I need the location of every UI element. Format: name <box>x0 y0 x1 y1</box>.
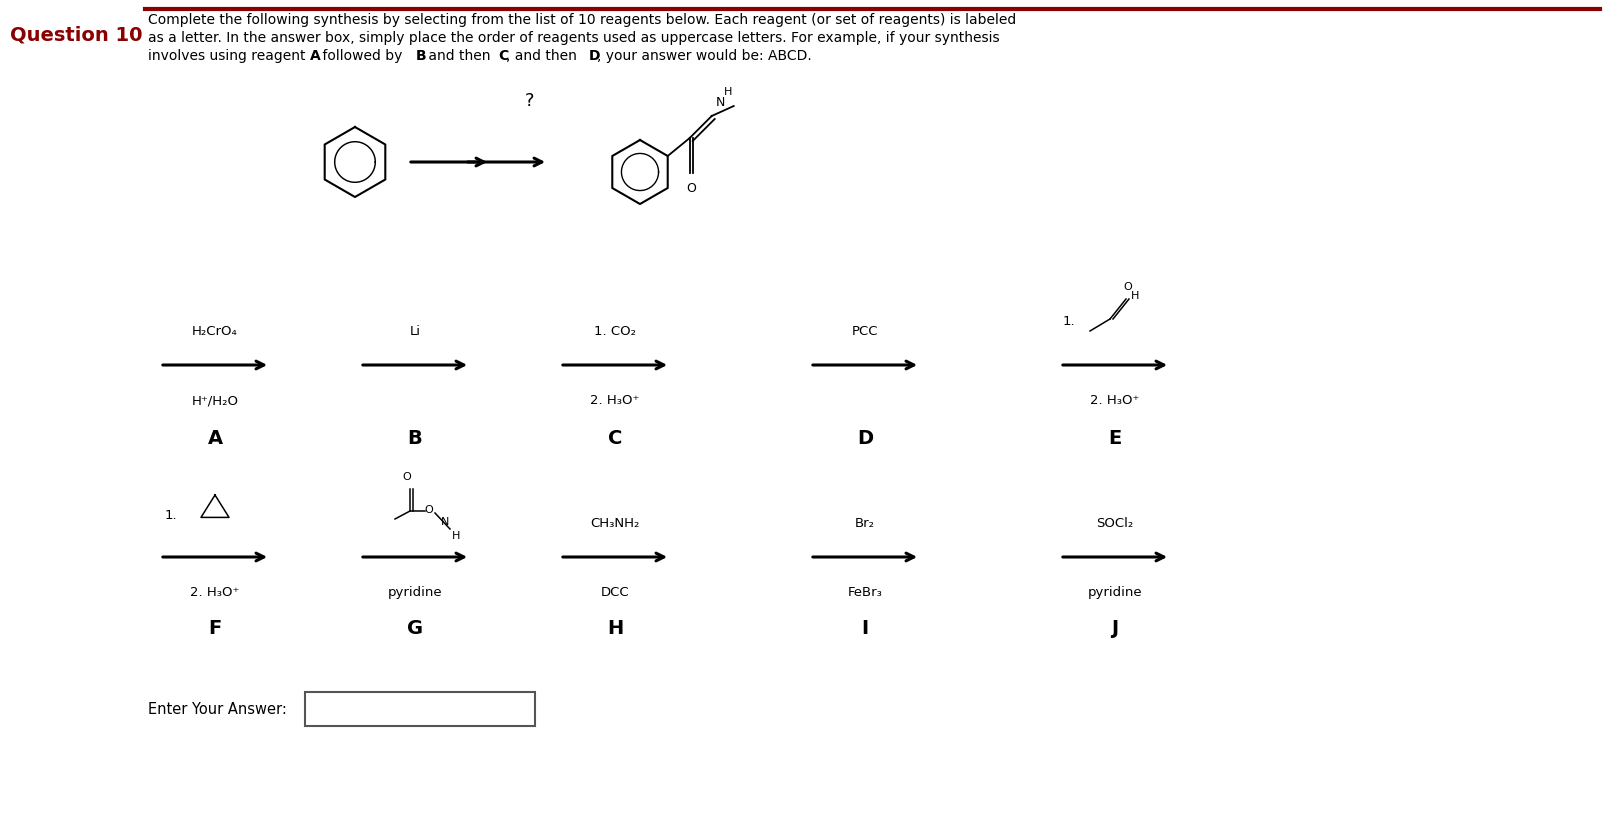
Text: Li: Li <box>410 325 420 337</box>
Text: N: N <box>441 516 449 526</box>
Text: O: O <box>424 504 433 514</box>
Text: O: O <box>1123 282 1131 292</box>
Text: 1.: 1. <box>1062 314 1075 327</box>
Text: I: I <box>860 618 868 637</box>
Text: H₂CrO₄: H₂CrO₄ <box>192 325 237 337</box>
Text: A: A <box>207 428 223 447</box>
Text: 2. H₃O⁺: 2. H₃O⁺ <box>1089 394 1139 407</box>
Text: H: H <box>452 530 460 540</box>
Text: followed by: followed by <box>318 49 407 63</box>
Text: 2. H₃O⁺: 2. H₃O⁺ <box>190 586 239 598</box>
Text: involves using reagent: involves using reagent <box>148 49 310 63</box>
Text: 2. H₃O⁺: 2. H₃O⁺ <box>591 394 639 407</box>
Text: H: H <box>607 618 623 637</box>
Text: Enter Your Answer:: Enter Your Answer: <box>148 701 287 717</box>
Text: , and then: , and then <box>505 49 581 63</box>
Text: ?: ? <box>525 92 534 110</box>
Text: FeBr₃: FeBr₃ <box>847 586 881 598</box>
Text: pyridine: pyridine <box>1086 586 1141 598</box>
Text: H: H <box>1130 290 1138 301</box>
Text: O: O <box>402 471 412 481</box>
Text: N: N <box>715 96 725 109</box>
Text: J: J <box>1110 618 1119 637</box>
Text: G: G <box>407 618 423 637</box>
Text: Br₂: Br₂ <box>854 516 875 529</box>
Text: as a letter. In the answer box, simply place the order of reagents used as upper: as a letter. In the answer box, simply p… <box>148 31 999 45</box>
Text: H: H <box>723 87 731 97</box>
Text: B: B <box>416 49 426 63</box>
Text: B: B <box>407 428 423 447</box>
Text: pyridine: pyridine <box>387 586 442 598</box>
Text: Complete the following synthesis by selecting from the list of 10 reagents below: Complete the following synthesis by sele… <box>148 13 1015 27</box>
Text: PCC: PCC <box>851 325 878 337</box>
Text: D: D <box>857 428 873 447</box>
Text: DCC: DCC <box>600 586 629 598</box>
Text: C: C <box>607 428 621 447</box>
Text: Question 10: Question 10 <box>10 25 142 44</box>
Text: O: O <box>686 182 696 195</box>
Text: 1. CO₂: 1. CO₂ <box>594 325 636 337</box>
Text: , your answer would be: ABCD.: , your answer would be: ABCD. <box>597 49 812 63</box>
Text: E: E <box>1107 428 1122 447</box>
Bar <box>305 692 534 726</box>
Text: A: A <box>310 49 321 63</box>
Text: and then: and then <box>424 49 494 63</box>
Text: H⁺/H₂O: H⁺/H₂O <box>192 394 239 407</box>
Text: SOCl₂: SOCl₂ <box>1096 516 1133 529</box>
Text: C: C <box>497 49 508 63</box>
Text: F: F <box>208 618 221 637</box>
Text: CH₃NH₂: CH₃NH₂ <box>591 516 639 529</box>
Text: D: D <box>589 49 600 63</box>
Text: 1.: 1. <box>165 509 178 521</box>
